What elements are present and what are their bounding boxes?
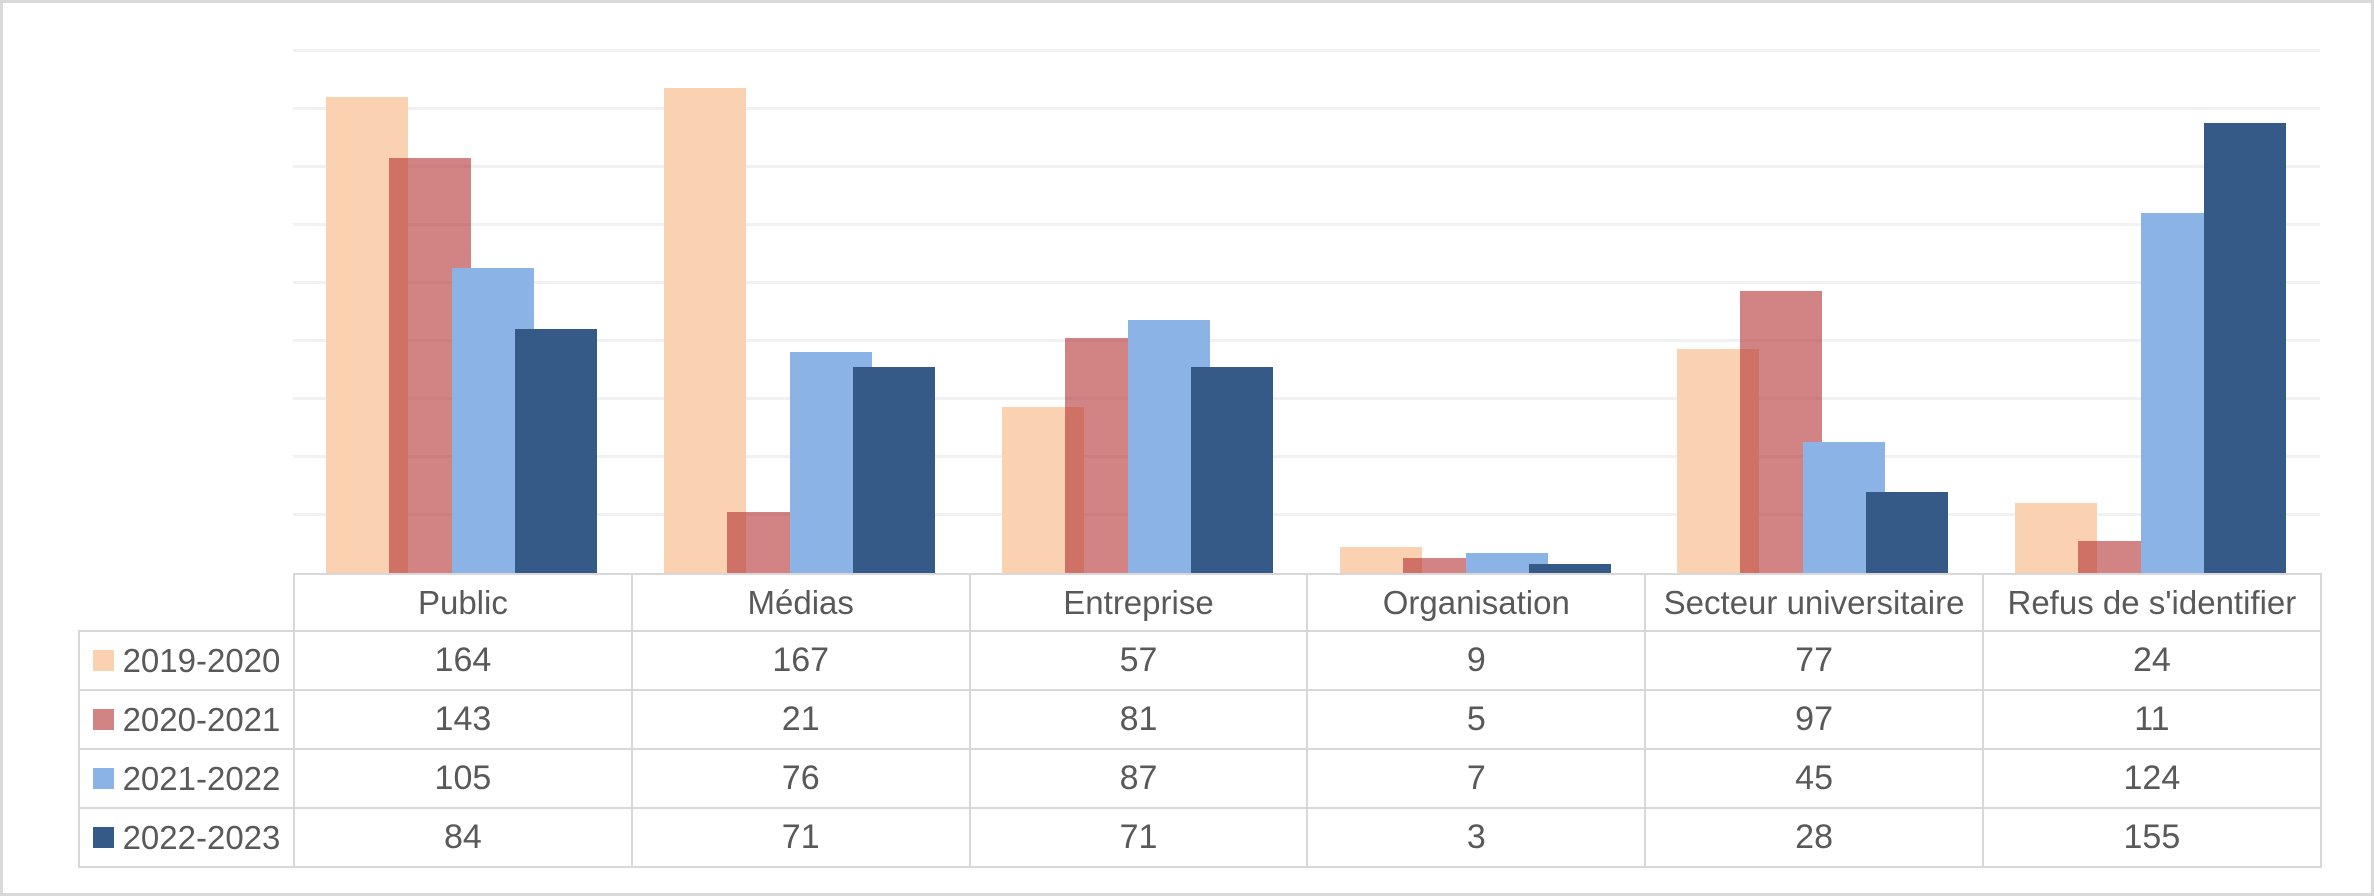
bar-group-organisation bbox=[1307, 3, 1645, 573]
bar-group-public bbox=[293, 3, 631, 573]
gridline-y40 bbox=[293, 455, 2320, 459]
column-header-refus-de-s-identifier: Refus de s'identifier bbox=[1981, 573, 2322, 632]
legend-entry: 2021-2022 bbox=[92, 759, 281, 798]
column-header-m-dias: Médias bbox=[630, 573, 971, 632]
legend-entry: 2022-2023 bbox=[92, 818, 281, 857]
value-2021-2022-secteur-universitaire: 45 bbox=[1644, 748, 1984, 809]
table-header-row: Public Médias Entreprise Organisation Secteu… bbox=[79, 573, 2322, 632]
bar-group-entreprise bbox=[969, 3, 1307, 573]
data-table: Public Médias Entreprise Organisation Secteu… bbox=[78, 573, 2322, 868]
value-2019-2020-organisation: 9 bbox=[1306, 630, 1647, 691]
value-2020-2021-m-dias: 21 bbox=[630, 689, 971, 750]
value-2021-2022-public: 105 bbox=[293, 748, 633, 809]
gridline-y180 bbox=[293, 48, 2320, 52]
column-header-organisation: Organisation bbox=[1306, 573, 1647, 632]
value-2022-2023-entreprise: 71 bbox=[968, 807, 1309, 868]
table-row-2021-2022: 2021-2022 105 76 87 7 45 124 bbox=[78, 748, 2322, 809]
bar-2020-2021-organisation bbox=[1402, 558, 1485, 573]
legend-swatch-2022-2023 bbox=[92, 827, 114, 849]
value-2019-2020-secteur-universitaire: 77 bbox=[1644, 630, 1984, 691]
legend-cell-2020-2021: 2020-2021 bbox=[78, 689, 295, 750]
value-2021-2022-organisation: 7 bbox=[1306, 748, 1647, 809]
legend-swatch-2019-2020 bbox=[92, 650, 114, 672]
gridline-y160 bbox=[293, 106, 2320, 110]
legend-label-2020-2021: 2020-2021 bbox=[122, 700, 281, 738]
table-row-2019-2020: 2019-2020 164 167 57 9 77 24 bbox=[78, 630, 2322, 691]
gridline-y60 bbox=[293, 397, 2320, 401]
column-header-entreprise: Entreprise bbox=[968, 573, 1309, 632]
gridline-y140 bbox=[293, 164, 2320, 168]
bar-2022-2023-refus-de-s-identifier bbox=[2204, 122, 2287, 573]
bar-2019-2020-m-dias bbox=[663, 87, 746, 573]
value-2020-2021-organisation: 5 bbox=[1306, 689, 1647, 750]
column-header-secteur-universitaire: Secteur universitaire bbox=[1644, 573, 1984, 632]
gridline-y120 bbox=[293, 222, 2320, 226]
bar-2022-2023-public bbox=[515, 328, 597, 573]
legend-entry: 2019-2020 bbox=[92, 641, 281, 680]
bar-group-refus-de-s-identifier bbox=[1982, 3, 2320, 573]
bar-2022-2023-organisation bbox=[1528, 564, 1611, 573]
table-corner-blank bbox=[79, 574, 294, 631]
bar-group-m-dias bbox=[631, 3, 969, 573]
legend-swatch-2020-2021 bbox=[92, 709, 114, 731]
value-2020-2021-secteur-universitaire: 97 bbox=[1644, 689, 1984, 750]
bar-2022-2023-secteur-universitaire bbox=[1866, 491, 1949, 573]
value-2019-2020-m-dias: 167 bbox=[630, 630, 971, 691]
value-2019-2020-public: 164 bbox=[293, 630, 633, 691]
value-2022-2023-refus-de-s-identifier: 155 bbox=[1981, 807, 2322, 868]
value-2020-2021-entreprise: 81 bbox=[968, 689, 1309, 750]
value-2021-2022-refus-de-s-identifier: 124 bbox=[1981, 748, 2322, 809]
gridline-y20 bbox=[293, 513, 2320, 517]
value-2020-2021-refus-de-s-identifier: 11 bbox=[1981, 689, 2322, 750]
legend-cell-2021-2022: 2021-2022 bbox=[78, 748, 295, 809]
value-2022-2023-m-dias: 71 bbox=[630, 807, 971, 868]
column-header-public: Public bbox=[293, 573, 633, 632]
legend-label-2022-2023: 2022-2023 bbox=[122, 818, 281, 856]
value-2022-2023-public: 84 bbox=[293, 807, 633, 868]
value-2021-2022-entreprise: 87 bbox=[968, 748, 1309, 809]
gridline-y100 bbox=[293, 280, 2320, 284]
value-2020-2021-public: 143 bbox=[293, 689, 633, 750]
gridline-y80 bbox=[293, 339, 2320, 343]
value-2022-2023-secteur-universitaire: 28 bbox=[1644, 807, 1984, 868]
value-2022-2023-organisation: 3 bbox=[1306, 807, 1647, 868]
value-2019-2020-entreprise: 57 bbox=[968, 630, 1309, 691]
table-row-2022-2023: 2022-2023 84 71 71 3 28 155 bbox=[78, 807, 2322, 868]
plot-area bbox=[293, 3, 2320, 573]
bar-group-secteur-universitaire bbox=[1644, 3, 1982, 573]
bar-2022-2023-m-dias bbox=[852, 366, 935, 573]
legend-entry: 2020-2021 bbox=[92, 700, 281, 739]
bar-2021-2022-organisation bbox=[1465, 552, 1548, 573]
legend-cell-2019-2020: 2019-2020 bbox=[78, 630, 295, 691]
legend-swatch-2021-2022 bbox=[92, 768, 114, 790]
table-row-2020-2021: 2020-2021 143 21 81 5 97 11 bbox=[78, 689, 2322, 750]
legend-label-2019-2020: 2019-2020 bbox=[122, 641, 281, 679]
legend-label-2021-2022: 2021-2022 bbox=[122, 759, 281, 797]
value-2021-2022-m-dias: 76 bbox=[630, 748, 971, 809]
value-2019-2020-refus-de-s-identifier: 24 bbox=[1981, 630, 2322, 691]
bar-2022-2023-entreprise bbox=[1190, 366, 1273, 573]
legend-cell-2022-2023: 2022-2023 bbox=[78, 807, 295, 868]
